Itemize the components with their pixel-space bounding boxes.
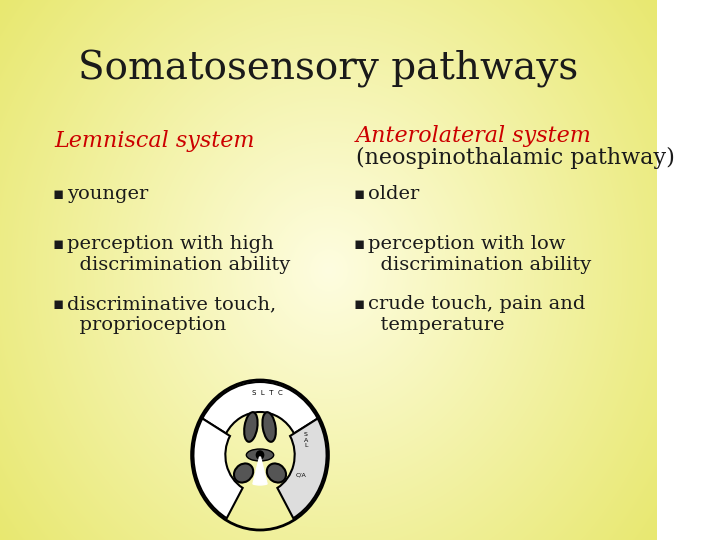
Wedge shape (202, 382, 318, 434)
Ellipse shape (246, 449, 274, 461)
Text: Lemniscal system: Lemniscal system (55, 130, 255, 152)
Ellipse shape (244, 412, 258, 442)
Text: C/A: C/A (296, 472, 307, 477)
Wedge shape (277, 418, 327, 518)
Text: ▪: ▪ (353, 295, 364, 313)
Text: ▪: ▪ (53, 185, 64, 203)
Wedge shape (194, 418, 243, 518)
Text: S
A
L: S A L (304, 431, 307, 448)
Text: older: older (368, 185, 419, 203)
Text: perception with high
  discrimination ability: perception with high discrimination abil… (66, 235, 290, 274)
Text: ▪: ▪ (353, 185, 364, 203)
Wedge shape (253, 457, 267, 485)
Text: (neospinothalamic pathway): (neospinothalamic pathway) (356, 147, 675, 169)
Ellipse shape (234, 463, 253, 483)
Ellipse shape (267, 463, 286, 483)
Text: ▪: ▪ (53, 295, 64, 313)
Text: Anterolateral system: Anterolateral system (356, 125, 592, 147)
Text: S  L  T  C: S L T C (252, 390, 283, 396)
Text: Somatosensory pathways: Somatosensory pathways (78, 50, 579, 88)
Text: discriminative touch,
  proprioception: discriminative touch, proprioception (66, 295, 276, 334)
Text: crude touch, pain and
  temperature: crude touch, pain and temperature (368, 295, 585, 334)
Circle shape (256, 451, 264, 459)
Ellipse shape (262, 412, 276, 442)
Text: ▪: ▪ (353, 235, 364, 253)
Text: younger: younger (66, 185, 148, 203)
Text: ▪: ▪ (53, 235, 64, 253)
Text: perception with low
  discrimination ability: perception with low discrimination abili… (368, 235, 591, 274)
